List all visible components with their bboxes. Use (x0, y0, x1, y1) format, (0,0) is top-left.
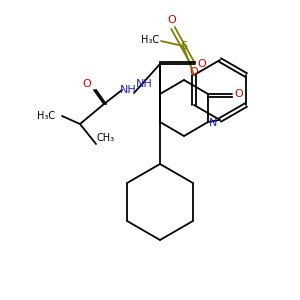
Text: H₃C: H₃C (141, 35, 159, 45)
Text: NH: NH (120, 85, 136, 95)
Text: N: N (209, 118, 217, 128)
Text: CH₃: CH₃ (97, 133, 115, 143)
Text: H₃C: H₃C (37, 111, 55, 121)
Text: O: O (190, 67, 198, 77)
Text: S: S (180, 41, 188, 51)
Text: O: O (82, 79, 91, 89)
Text: O: O (235, 89, 243, 99)
Text: NH: NH (136, 79, 152, 89)
Text: O: O (168, 15, 176, 25)
Text: O: O (198, 59, 206, 69)
